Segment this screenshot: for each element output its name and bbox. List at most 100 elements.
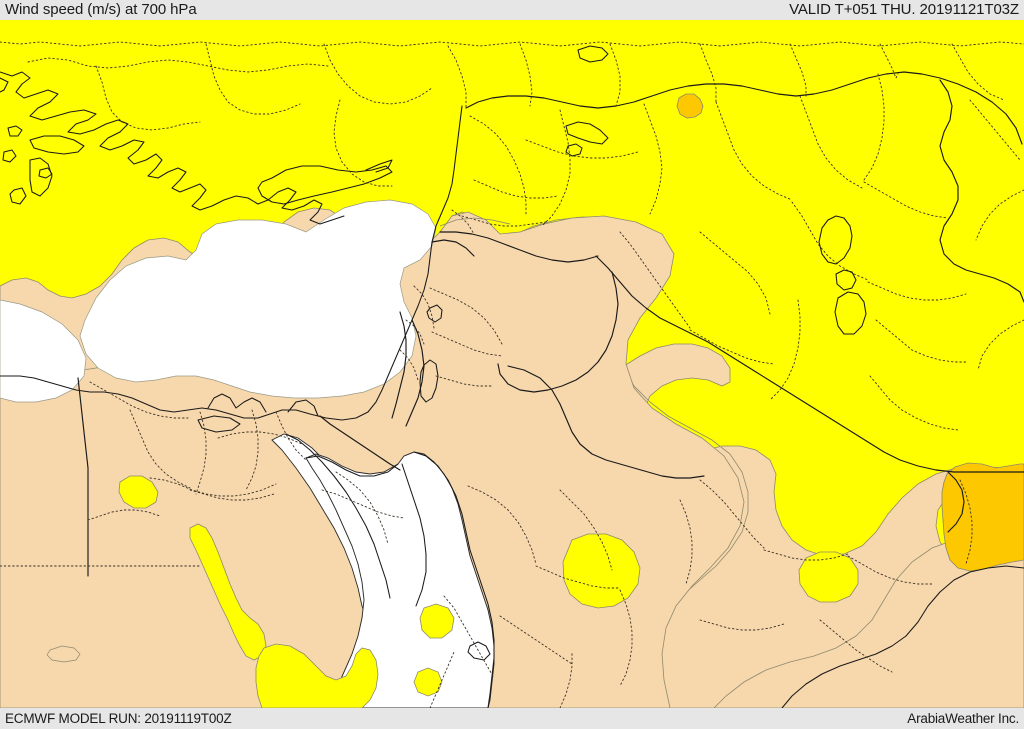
coastline-sinai-east xyxy=(401,463,427,607)
subborder-saudi-1 xyxy=(467,485,537,565)
fill-strong-northern-syria xyxy=(676,93,704,119)
contour-edge-north-levant xyxy=(439,217,511,227)
subborder-jordan-3 xyxy=(435,375,493,387)
subborder-egypt-6 xyxy=(217,431,303,445)
subborder-saudi-8 xyxy=(679,499,693,585)
subborder-iraq-9 xyxy=(769,299,801,401)
subborder-syria-5 xyxy=(473,179,559,199)
subborder-saudi-7 xyxy=(559,489,613,571)
water-dead-sea xyxy=(419,359,439,403)
fill-moderate-pocket-south-egypt xyxy=(118,475,159,509)
subborder-turkey-7 xyxy=(447,45,467,109)
subborder-iraq-1 xyxy=(715,101,793,201)
subborder-jordan-2 xyxy=(431,331,503,357)
coastline-cyprus xyxy=(257,165,393,205)
subborder-iraq-5 xyxy=(791,201,869,281)
map-svg xyxy=(0,20,1024,708)
subborder-saudi-10 xyxy=(443,595,495,679)
coastline-island-d xyxy=(38,167,53,179)
border-iraq-saudi-neutral xyxy=(497,271,619,393)
subborder-syria-6 xyxy=(461,215,547,227)
subborder-turkey-11 xyxy=(789,43,807,97)
coastline-delta-notch-2 xyxy=(287,399,319,417)
subborder-sudan-1 xyxy=(429,651,455,708)
border-syria-jordan xyxy=(439,231,599,263)
subborder-saudi-3 xyxy=(619,589,633,687)
water-lake-razzaza xyxy=(834,291,867,335)
fill-moderate-pocket-red-sea-north xyxy=(419,603,455,639)
coastline-anatolia-south xyxy=(0,71,345,225)
subborder-iraq-3 xyxy=(863,73,885,181)
coastline-island-a xyxy=(7,125,23,137)
subborder-turkey-9 xyxy=(609,43,621,107)
coastline-aegean-islands xyxy=(0,77,9,93)
subborder-israel-3 xyxy=(399,349,419,381)
water-lake-tharthar xyxy=(818,215,853,265)
subborder-turkey-2 xyxy=(27,57,329,73)
border-iraq-iran xyxy=(939,79,1024,303)
subborder-iran-1 xyxy=(969,99,1021,161)
water-lake-habbaniyah xyxy=(835,269,857,291)
subborder-iran-2 xyxy=(975,189,1024,241)
subborder-turkey-3 xyxy=(95,65,201,131)
provider-label: ArabiaWeather Inc. xyxy=(907,711,1019,726)
subborder-saudi-6 xyxy=(847,555,933,585)
subborder-iraq-2 xyxy=(799,95,863,189)
subborder-syria-4 xyxy=(643,103,663,215)
subborder-iraq-11 xyxy=(619,231,691,329)
subborder-saudi-5 xyxy=(763,549,849,561)
model-run-label: ECMWF MODEL RUN: 20191119T00Z xyxy=(5,711,232,726)
subborder-turkey-12 xyxy=(879,43,899,80)
coastline-cyprus-karpas xyxy=(365,159,393,173)
border-israel-lebanon xyxy=(431,239,475,257)
coastline-arabia-red-sea-west xyxy=(413,451,495,708)
subborder-egypt-1 xyxy=(89,381,189,419)
subborder-turkey-10 xyxy=(699,43,717,103)
subborder-lebanon-1 xyxy=(451,209,475,235)
fill-moderate-pocket-hijaz xyxy=(189,523,267,661)
subborder-iraq-7 xyxy=(875,319,969,363)
subborder-iran-3 xyxy=(977,319,1024,371)
subborder-saudi-4 xyxy=(699,479,765,549)
footer-bar: ECMWF MODEL RUN: 20191119T00Z ArabiaWeat… xyxy=(0,708,1024,729)
header-bar: Wind speed (m/s) at 700 hPa VALID T+051 … xyxy=(0,0,1024,20)
subborder-saudi-11 xyxy=(699,619,785,631)
border-kuwait xyxy=(947,471,965,533)
subborder-turkey-5 xyxy=(323,43,433,105)
subborder-egypt-4 xyxy=(195,411,207,495)
water-lake-assad xyxy=(565,121,609,145)
subborder-iraq-6 xyxy=(867,281,967,301)
fill-calm-eastern-mediterranean xyxy=(79,199,437,399)
fill-moderate-pocket-asir xyxy=(255,643,379,708)
subborder-egypt-7 xyxy=(149,477,277,497)
fill-strong-southeast-iraq xyxy=(941,462,1024,572)
coastline-farasan-islands xyxy=(467,641,491,661)
subborder-syria-3 xyxy=(541,109,571,227)
fill-moderate-pocket-red-sea-south xyxy=(413,667,443,697)
water-lake-turkey-small xyxy=(577,45,609,63)
water-sea-of-galilee xyxy=(426,304,443,323)
coastline-rhodes xyxy=(29,157,53,197)
subborder-iraq-8 xyxy=(869,375,959,431)
fill-moderate-pocket-west-arabia xyxy=(562,533,641,609)
fill-moderate-pocket-central-arabia xyxy=(798,551,859,603)
subborder-sudan-2 xyxy=(559,651,573,708)
subborder-jordan-1 xyxy=(429,287,503,345)
coastline-levant xyxy=(0,105,463,421)
forecast-map-canvas[interactable] xyxy=(0,20,1024,708)
border-syria-iraq-jordan xyxy=(595,255,1024,473)
subborder-sinai-1 xyxy=(335,471,389,545)
subborder-egypt-2 xyxy=(129,409,191,489)
subborder-iraq-12 xyxy=(689,329,775,365)
border-egypt-israel xyxy=(319,415,401,471)
page-title: Wind speed (m/s) at 700 hPa xyxy=(5,1,197,18)
subborder-turkey-1 xyxy=(0,41,1024,47)
coastline-crete xyxy=(29,135,85,155)
subborder-iraq-10 xyxy=(699,231,771,315)
fill-light-island-west-egypt xyxy=(46,645,81,663)
subborder-egypt-8 xyxy=(275,411,307,461)
coastline-island-c xyxy=(2,149,17,163)
border-jordan-saudi xyxy=(507,365,705,479)
border-israel-jordan xyxy=(405,319,425,427)
